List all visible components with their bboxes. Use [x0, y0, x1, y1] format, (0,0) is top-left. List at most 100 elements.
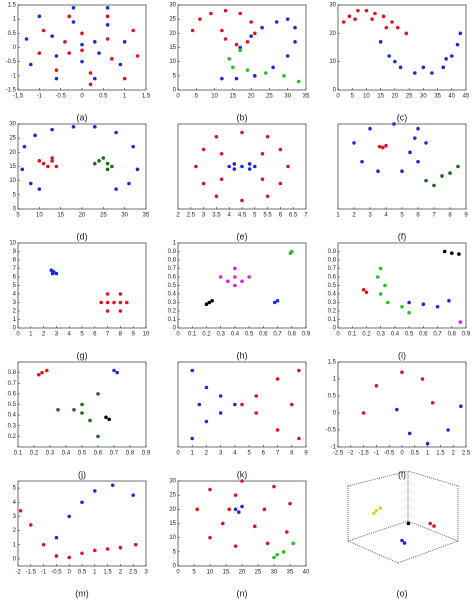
x-tick-label: 6 [93, 332, 97, 338]
point [88, 82, 93, 87]
point [449, 54, 454, 58]
y-tick-label: 10 [9, 178, 16, 184]
point [368, 126, 372, 131]
x-tick-label: 9 [132, 332, 136, 338]
x-tick-label: 0 [68, 570, 72, 576]
point [37, 187, 42, 191]
point [37, 372, 41, 377]
point [361, 287, 366, 292]
panel-label: (d) [77, 231, 88, 241]
y-tick-label: 1 [13, 542, 17, 548]
point [260, 177, 265, 182]
point [105, 167, 110, 172]
point [424, 178, 428, 183]
y-tick-label: 0.6 [8, 391, 17, 397]
point [288, 501, 292, 506]
y-tick-label: 0 [173, 326, 177, 332]
point [37, 159, 42, 163]
x-tick-label: 0.8 [448, 332, 457, 338]
y-tick-label: 0 [13, 556, 17, 562]
point [428, 521, 432, 526]
point [220, 76, 224, 81]
point [238, 11, 242, 16]
y-tick-label: 0.4 [328, 292, 337, 298]
point [341, 20, 346, 24]
point [407, 431, 412, 436]
x-tick-label: 3 [144, 570, 148, 576]
y-tick-label: 15 [9, 164, 16, 170]
panel-label: (f) [398, 231, 407, 241]
point [240, 279, 244, 284]
point [220, 28, 224, 33]
x-tick-label: 0.9 [302, 332, 311, 338]
point [93, 125, 97, 129]
x-tick-label: 0.5 [78, 451, 87, 457]
point [265, 541, 270, 546]
x-tick-label: 25 [266, 94, 273, 100]
plot-frame [17, 242, 147, 329]
point [104, 415, 108, 420]
point [406, 521, 411, 526]
x-tick-label: 0.5 [78, 570, 87, 576]
point [384, 143, 388, 148]
x-tick-label: 5 [80, 332, 84, 338]
x-tick-label: 15 [223, 570, 230, 576]
point [265, 134, 270, 139]
x-tick-label: 0.4 [231, 332, 240, 338]
point [285, 530, 289, 534]
point [105, 14, 110, 19]
x-tick-label: 7 [106, 332, 110, 338]
point [296, 79, 301, 84]
x-tick-label: 10 [363, 94, 370, 100]
x-tick-label: 20 [239, 570, 246, 576]
point [20, 167, 25, 172]
y-tick-label: 1 [13, 17, 17, 23]
y-tick-label: 5 [13, 192, 17, 198]
x-tick-label: 0.2 [30, 451, 39, 457]
point [50, 34, 54, 38]
y-tick-label: 30 [169, 3, 176, 9]
y-tick-label: 15 [169, 45, 176, 51]
point [356, 8, 360, 13]
x-tick-label: 0.9 [142, 451, 151, 457]
y-tick-label: 0.3 [328, 300, 337, 306]
x-tick-label: 40 [448, 94, 455, 100]
point [234, 42, 239, 47]
panel-label: (l) [398, 469, 406, 479]
axis-box [347, 520, 409, 542]
point [54, 68, 59, 72]
plot-frame [337, 123, 467, 210]
point [190, 368, 195, 373]
point [135, 167, 140, 172]
point [240, 164, 244, 169]
x-tick-label: 9 [304, 451, 308, 457]
panel-label: (m) [75, 588, 89, 598]
point [249, 20, 253, 24]
x-tick-label: 1 [29, 332, 33, 338]
point [352, 141, 356, 145]
x-tick-label: 4 [68, 332, 72, 338]
y-tick-label: 30 [169, 479, 176, 485]
point [204, 302, 209, 307]
point [455, 42, 460, 47]
point [209, 11, 213, 16]
y-tick-label: 0 [13, 326, 17, 332]
point [395, 25, 400, 30]
point [93, 76, 97, 81]
point [29, 62, 33, 67]
x-tick-label: 0 [80, 94, 84, 100]
point [377, 144, 382, 149]
point [245, 40, 250, 44]
x-tick-label: -0.5 [51, 570, 62, 576]
point [56, 408, 60, 412]
x-tick-label: 4 [233, 451, 237, 457]
point [122, 76, 127, 81]
point [402, 541, 407, 545]
point [223, 8, 228, 13]
point [416, 126, 420, 131]
y-tick-label: 20 [329, 31, 336, 37]
point [449, 251, 454, 255]
point [71, 20, 76, 24]
axis-box [347, 540, 399, 564]
point [93, 161, 97, 166]
